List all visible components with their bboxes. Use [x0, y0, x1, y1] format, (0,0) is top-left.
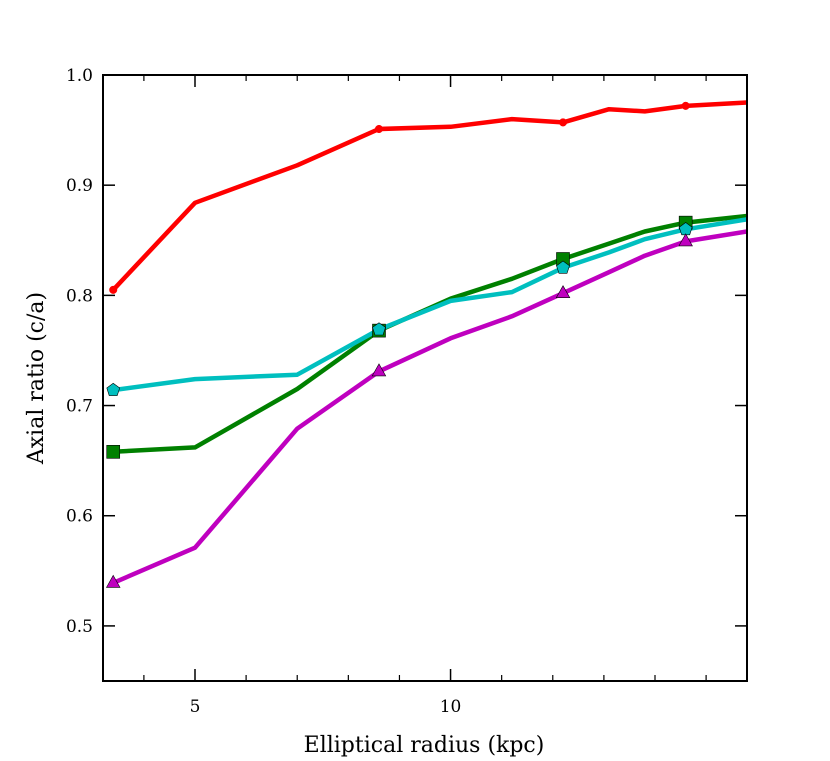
marker-cyan-0	[106, 382, 121, 396]
y-tick-label: 0.9	[66, 176, 93, 196]
marker-magenta-0	[105, 574, 121, 588]
y-tick-label: 0.5	[66, 617, 93, 637]
x-tick-label: 5	[190, 697, 201, 717]
series-line-red	[111, 100, 747, 292]
axes-layer: 0.5 0.6 0.7 0.8 0.9 1.0 5 10	[66, 66, 748, 717]
series-line-green	[113, 213, 747, 455]
marker-red-0	[109, 285, 118, 294]
marker-layer	[105, 101, 693, 588]
marker-red-3	[374, 124, 384, 134]
marker-magenta-3	[371, 363, 387, 377]
marker-magenta-6	[555, 285, 571, 299]
marker-cyan-3	[372, 322, 386, 336]
y-axis-title: Axial ratio (c/a)	[24, 292, 49, 465]
y-tick-label: 0.6	[66, 507, 93, 527]
series-line-cyan	[112, 217, 747, 393]
x-tick-label: 10	[440, 697, 462, 717]
y-tick-label: 1.0	[66, 66, 93, 86]
marker-cyan-6	[556, 260, 570, 274]
labels-layer: Elliptical radius (kpc) Axial ratio (c/a…	[24, 292, 544, 758]
series-line-magenta	[112, 229, 747, 585]
marker-green-0	[106, 445, 121, 459]
y-tick-label: 0.7	[66, 397, 93, 417]
plot-frame	[102, 74, 748, 682]
marker-red-9	[681, 101, 690, 110]
marker-red-6	[558, 118, 568, 127]
x-axis-title: Elliptical radius (kpc)	[304, 733, 545, 758]
series-layer	[111, 100, 747, 585]
marker-magenta-9	[678, 233, 693, 247]
y-tick-label: 0.8	[66, 286, 93, 306]
